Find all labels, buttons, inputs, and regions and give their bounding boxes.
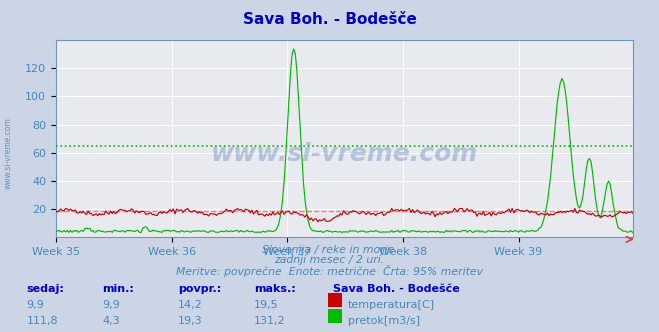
Text: Sava Boh. - Bodešče: Sava Boh. - Bodešče [333, 284, 459, 294]
Text: 9,9: 9,9 [26, 300, 44, 310]
Text: min.:: min.: [102, 284, 134, 294]
Text: 9,9: 9,9 [102, 300, 120, 310]
Text: maks.:: maks.: [254, 284, 295, 294]
Text: sedaj:: sedaj: [26, 284, 64, 294]
Text: 4,3: 4,3 [102, 316, 120, 326]
Text: Meritve: povprečne  Enote: metrične  Črta: 95% meritev: Meritve: povprečne Enote: metrične Črta:… [176, 265, 483, 277]
Text: 19,5: 19,5 [254, 300, 278, 310]
Text: zadnji mesec / 2 uri.: zadnji mesec / 2 uri. [274, 255, 385, 265]
Text: 111,8: 111,8 [26, 316, 58, 326]
Text: Slovenija / reke in morje.: Slovenija / reke in morje. [262, 245, 397, 255]
Text: pretok[m3/s]: pretok[m3/s] [348, 316, 420, 326]
Text: 14,2: 14,2 [178, 300, 203, 310]
Text: Sava Boh. - Bodešče: Sava Boh. - Bodešče [243, 12, 416, 27]
Text: 19,3: 19,3 [178, 316, 202, 326]
Text: 131,2: 131,2 [254, 316, 285, 326]
Text: povpr.:: povpr.: [178, 284, 221, 294]
Text: temperatura[C]: temperatura[C] [348, 300, 435, 310]
Text: www.si-vreme.com: www.si-vreme.com [4, 117, 13, 189]
Text: www.si-vreme.com: www.si-vreme.com [211, 142, 478, 166]
